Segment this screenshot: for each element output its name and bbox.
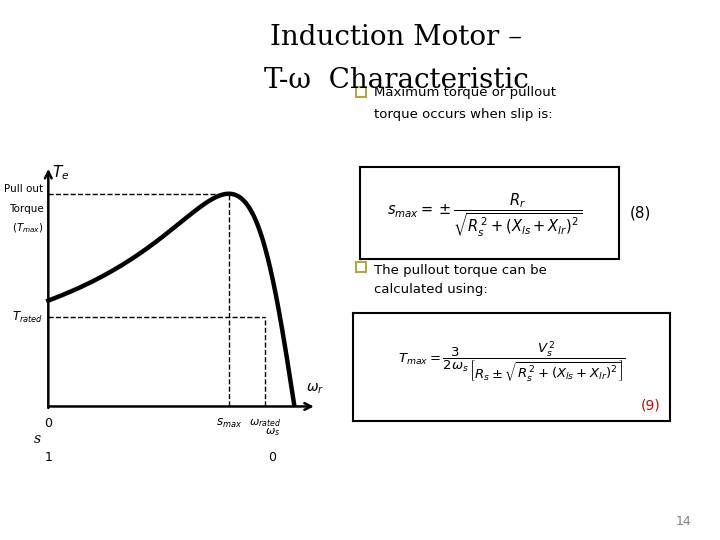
- Text: $s_{max}$: $s_{max}$: [215, 417, 242, 430]
- Text: $\omega_s$: $\omega_s$: [265, 427, 280, 438]
- Text: The pullout torque can be: The pullout torque can be: [374, 264, 547, 276]
- Text: Induction Motor –: Induction Motor –: [270, 24, 522, 51]
- Text: $s_{max} = \pm \dfrac{R_r}{\sqrt{R_s^{\,2} + \left(X_{ls} + X_{lr}\right)^2}}$: $s_{max} = \pm \dfrac{R_r}{\sqrt{R_s^{\,…: [387, 191, 582, 239]
- Text: $T_{rated}$: $T_{rated}$: [12, 309, 43, 325]
- Text: s: s: [34, 433, 41, 447]
- Text: 0: 0: [45, 417, 53, 430]
- Text: 1: 1: [45, 451, 53, 464]
- Text: (8): (8): [630, 206, 652, 221]
- Text: $T_e$: $T_e$: [52, 163, 69, 182]
- Text: 14: 14: [675, 515, 691, 528]
- Text: $(T_{max})$: $(T_{max})$: [12, 221, 43, 234]
- Text: torque occurs when slip is:: torque occurs when slip is:: [374, 108, 553, 121]
- Text: 0: 0: [269, 451, 276, 464]
- Text: Maximum torque or pullout: Maximum torque or pullout: [374, 86, 557, 99]
- Text: $T_{max} = \dfrac{3}{2\omega_s} \dfrac{V_s^{\,2}}{\left[R_s \pm \sqrt{R_s^{\,2} : $T_{max} = \dfrac{3}{2\omega_s} \dfrac{V…: [397, 340, 625, 386]
- Text: $\omega_r$: $\omega_r$: [306, 381, 325, 396]
- Text: T-ω  Characteristic: T-ω Characteristic: [264, 68, 528, 94]
- Text: Pull out: Pull out: [4, 185, 43, 194]
- Text: (9): (9): [640, 399, 660, 413]
- Text: calculated using:: calculated using:: [374, 284, 488, 296]
- Text: Torque: Torque: [9, 204, 43, 214]
- Text: $\omega_{rated}$: $\omega_{rated}$: [249, 417, 281, 429]
